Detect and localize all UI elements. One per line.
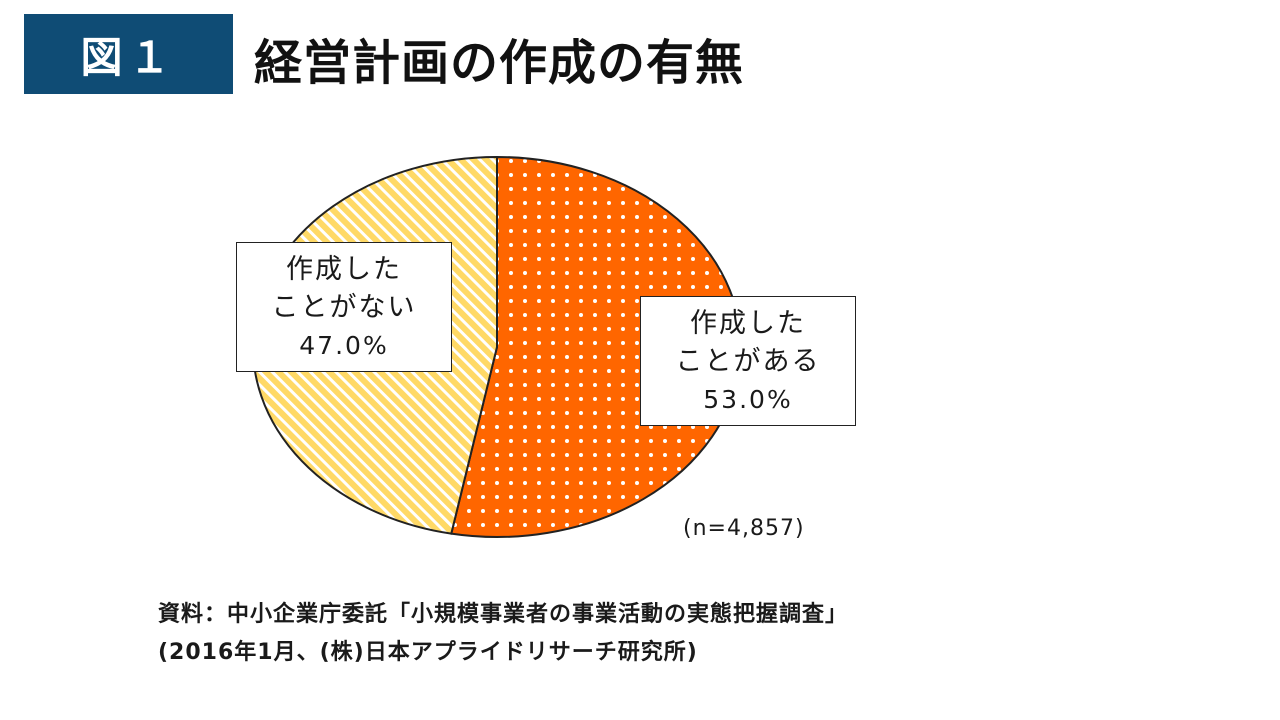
slice-label-line2: ことがある: [675, 346, 821, 377]
source-note-line1: 資料：中小企業庁委託「小規模事業者の事業活動の実態把握調査」: [158, 602, 849, 627]
figure-number-badge: 図１: [24, 14, 233, 94]
slice-value-label: 47.0%: [299, 331, 389, 360]
slice-value-label: 53.0%: [703, 385, 793, 414]
slice-label-line1: 作成した: [690, 308, 806, 339]
slice-label-line2: ことがない: [271, 292, 417, 323]
source-note-line2: (2016年1月、(株)日本アプライドリサーチ研究所): [158, 640, 698, 665]
sample-size-note: (n=4,857): [683, 516, 805, 541]
chart-title: 経営計画の作成の有無: [254, 35, 745, 91]
slice-label-line1: 作成した: [286, 254, 402, 285]
slice-label-not-created: 作成した ことがない 47.0%: [236, 242, 452, 372]
slice-label-created: 作成した ことがある 53.0%: [640, 296, 856, 426]
